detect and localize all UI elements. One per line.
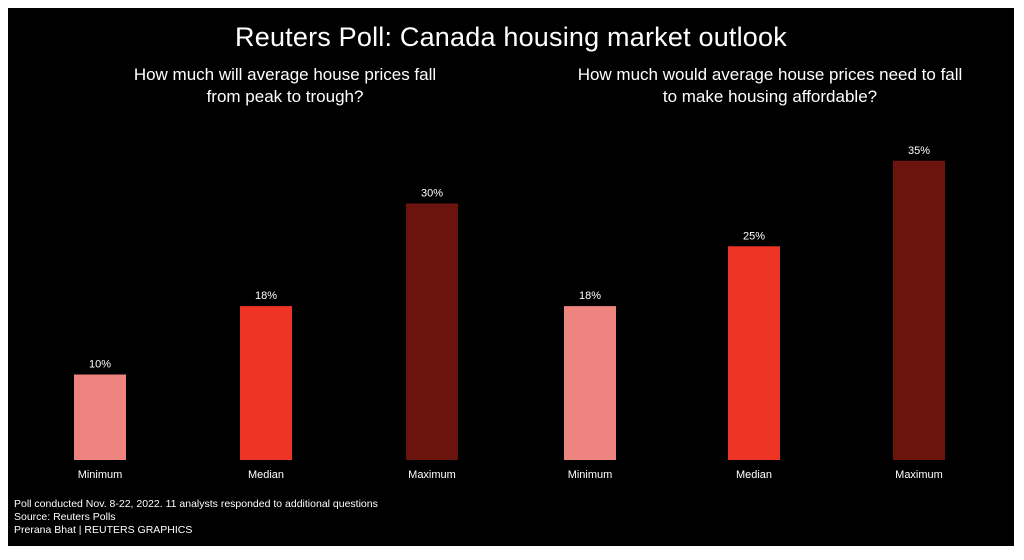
bar-charts: 10% Minimum 18% Median 30% Maximum 18% Minimum 2…	[74, 145, 945, 481]
footer-note: Poll conducted Nov. 8-22, 2022. 11 analy…	[14, 498, 378, 510]
bar-right-maximum	[893, 160, 945, 460]
category-label: Median	[248, 469, 284, 481]
category-label: Minimum	[568, 469, 613, 481]
bar-left-maximum	[406, 203, 458, 460]
category-label: Minimum	[78, 469, 123, 481]
bar-left-minimum	[74, 374, 126, 460]
category-label: Maximum	[895, 469, 943, 481]
bar-right-minimum	[564, 306, 616, 460]
chart-title: Reuters Poll: Canada housing market outl…	[235, 22, 787, 52]
value-label: 18%	[255, 290, 277, 302]
value-label: 35%	[908, 145, 930, 157]
footer: Poll conducted Nov. 8-22, 2022. 11 analy…	[14, 498, 378, 537]
bar-right-median	[728, 246, 780, 460]
right-chart-subtitle: How much would average house prices need…	[577, 65, 963, 106]
value-label: 10%	[89, 359, 111, 371]
value-label: 30%	[421, 188, 443, 200]
category-label: Maximum	[408, 469, 456, 481]
bar-left-median	[240, 306, 292, 460]
value-label: 18%	[579, 290, 601, 302]
value-label: 25%	[743, 230, 765, 242]
left-chart-subtitle: How much will average house prices fall …	[133, 65, 437, 106]
chart-frame: Reuters Poll: Canada housing market outl…	[8, 8, 1014, 546]
footer-credit: Prerana Bhat | REUTERS GRAPHICS	[14, 524, 193, 536]
footer-source: Source: Reuters Polls	[14, 511, 116, 523]
category-label: Median	[736, 469, 772, 481]
